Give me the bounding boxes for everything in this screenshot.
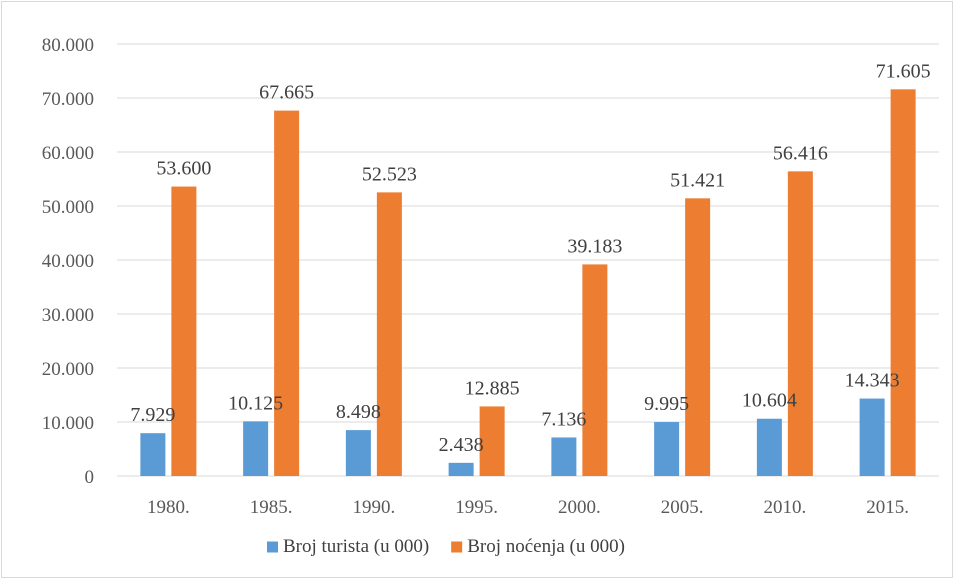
x-tick-label: 2005.: [661, 497, 704, 518]
y-tick-label: 60.000: [42, 143, 94, 164]
y-tick-label: 70.000: [42, 89, 94, 110]
y-axis: 0 10.000 20.000 30.000 40.000 50.000 60.000 70.…: [42, 35, 94, 488]
data-label: 10.125: [228, 392, 283, 414]
bar: [654, 422, 680, 476]
y-tick-label: 40.000: [42, 251, 94, 272]
x-tick-label: 2015.: [866, 497, 909, 518]
y-tick-label: 50.000: [42, 197, 94, 218]
y-tick-label: 0: [85, 467, 95, 488]
bar: [448, 462, 474, 476]
data-label: 51.421: [670, 169, 725, 191]
bar: [140, 433, 166, 476]
y-tick-label: 80.000: [42, 35, 94, 56]
legend-item: Broj noćenja (u 000): [451, 536, 625, 557]
x-tick-label: 1990.: [353, 497, 396, 518]
x-tick-label: 1980.: [147, 497, 190, 518]
x-tick-label: 2010.: [764, 497, 807, 518]
bar: [243, 421, 269, 476]
bar: [787, 171, 813, 476]
data-label: 14.343: [845, 370, 900, 392]
legend-swatch: [267, 541, 278, 553]
data-label: 2.438: [439, 434, 484, 456]
bar: [685, 198, 711, 476]
data-label: 56.416: [773, 142, 828, 164]
data-label: 39.183: [567, 235, 622, 257]
bar: [859, 398, 885, 476]
bar: [171, 186, 197, 476]
bar: [479, 406, 505, 476]
data-label: 12.885: [465, 377, 520, 399]
bar: [274, 110, 300, 476]
x-tick-label: 2000.: [558, 497, 601, 518]
y-tick-label: 30.000: [42, 305, 94, 326]
legend-label: Broj turista (u 000): [283, 536, 429, 557]
data-label: 71.605: [876, 60, 931, 82]
legend-item: Broj turista (u 000): [267, 536, 429, 557]
data-label: 7.136: [541, 408, 586, 430]
y-tick-label: 20.000: [42, 359, 94, 380]
data-label: 67.665: [259, 82, 314, 104]
bar: [582, 264, 608, 476]
data-label: 10.604: [742, 390, 797, 412]
bar: [551, 437, 577, 476]
x-tick-label: 1995.: [455, 497, 498, 518]
data-label: 8.498: [336, 401, 381, 423]
legend-label: Broj noćenja (u 000): [467, 536, 625, 557]
bars: [140, 89, 916, 476]
bar: [890, 89, 916, 476]
legend-swatch: [451, 541, 463, 553]
data-label: 52.523: [362, 163, 417, 185]
data-labels: 7.929 53.600 10.125 67.665 8.498 52.523 2.438 1…: [130, 60, 930, 456]
bar: [756, 418, 782, 476]
x-tick-label: 1985.: [250, 497, 293, 518]
data-label: 9.995: [644, 393, 689, 415]
data-label: 7.929: [130, 404, 175, 426]
bar: [376, 192, 402, 476]
legend: Broj turista (u 000) Broj noćenja (u 000): [267, 536, 625, 557]
y-tick-label: 10.000: [42, 413, 94, 434]
data-label: 53.600: [156, 158, 211, 180]
x-axis: 1980. 1985. 1990. 1995. 2000. 2005. 2010. 2015.: [147, 497, 909, 518]
bar: [345, 430, 371, 476]
